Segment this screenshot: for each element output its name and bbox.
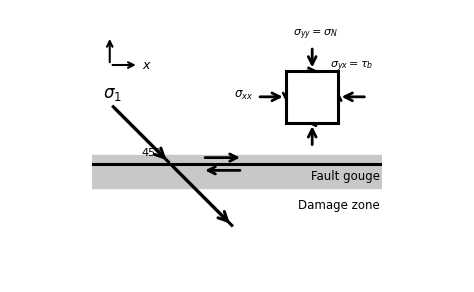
Text: $\sigma_1$: $\sigma_1$ — [103, 85, 122, 103]
Text: $\sigma_{yy} = \sigma_N$: $\sigma_{yy} = \sigma_N$ — [292, 27, 337, 42]
Text: $\sigma_{yx} = \tau_b$: $\sigma_{yx} = \tau_b$ — [329, 59, 373, 74]
Text: 45°: 45° — [142, 148, 162, 158]
Text: x: x — [142, 58, 149, 72]
Text: Damage zone: Damage zone — [299, 199, 380, 212]
Bar — [92, 155, 382, 188]
Text: $\sigma_{xx}$: $\sigma_{xx}$ — [234, 89, 253, 102]
Bar — [286, 71, 338, 123]
Text: Fault gouge: Fault gouge — [311, 170, 380, 183]
